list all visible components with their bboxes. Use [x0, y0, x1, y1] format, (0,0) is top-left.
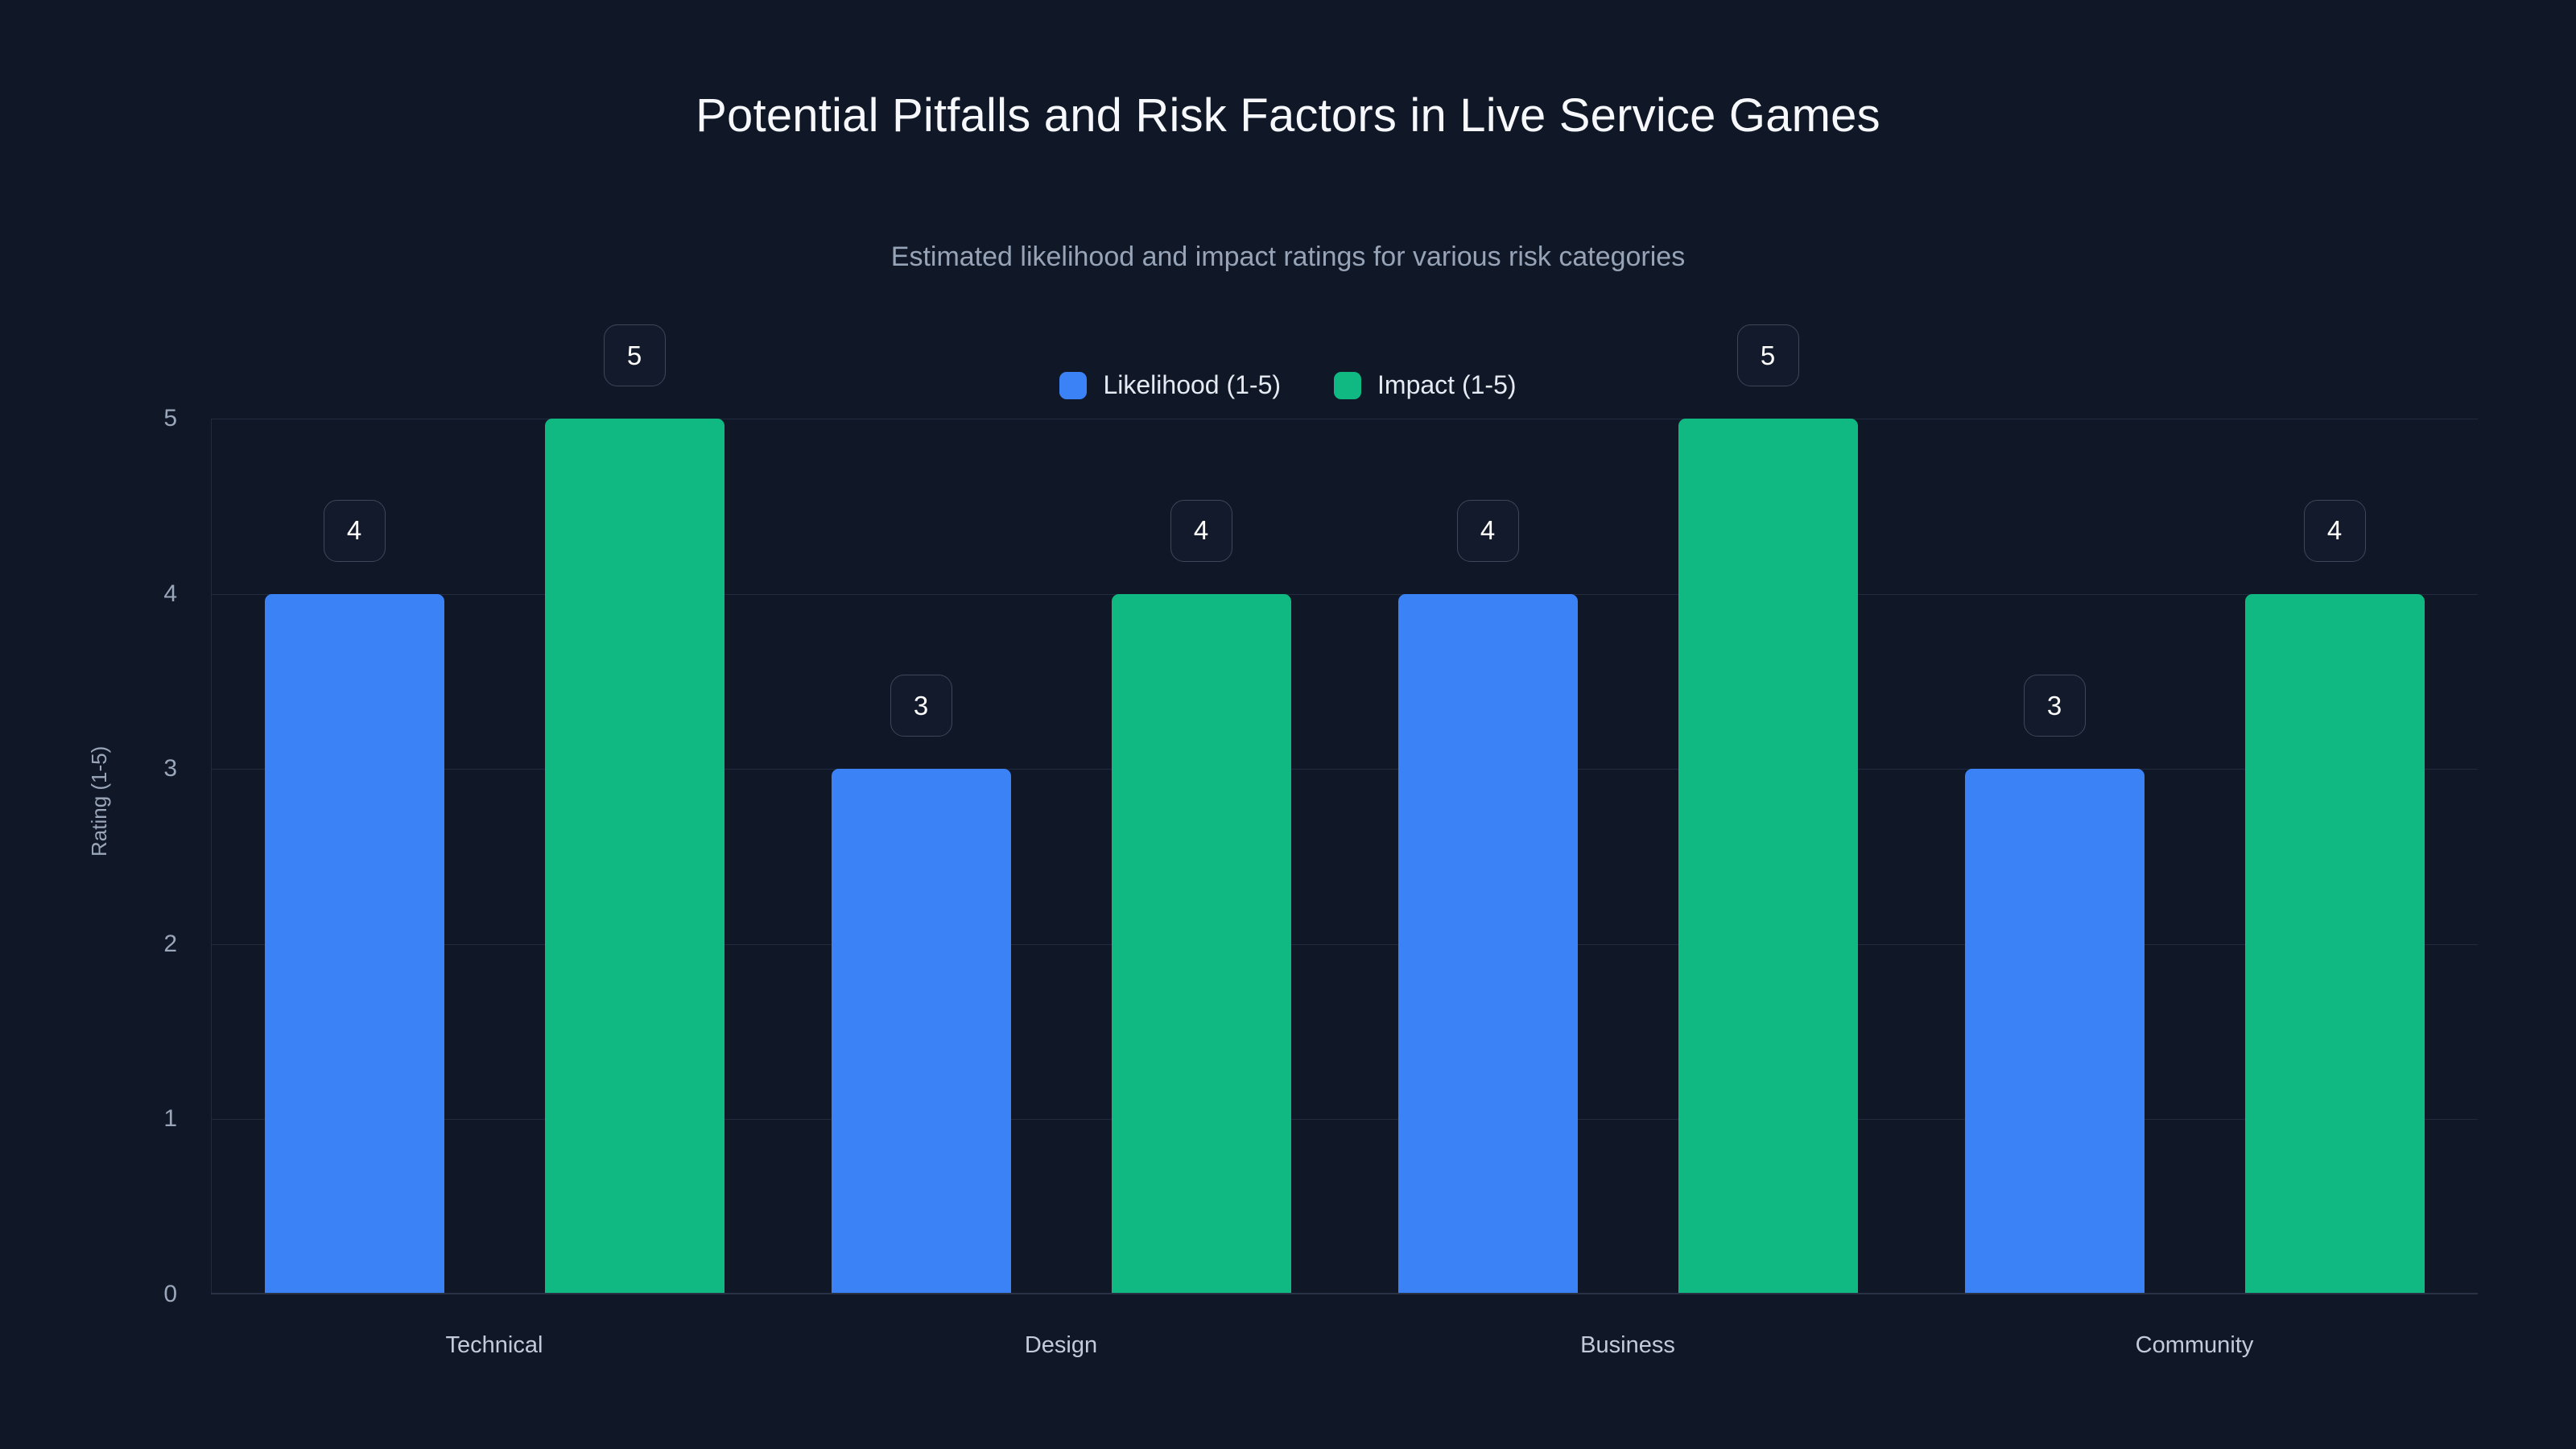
- rounded-square-swatch: [1059, 371, 1088, 399]
- gridline: [211, 593, 2478, 595]
- gridline: [211, 943, 2478, 945]
- x-axis-line: [211, 1293, 2478, 1294]
- bar-business-impact[interactable]: [1678, 419, 1858, 1294]
- y-axis-tick-label: 0: [163, 1281, 177, 1307]
- y-axis-tick-label: 4: [163, 580, 177, 607]
- data-label-design-impact: 4: [1170, 499, 1232, 562]
- data-label-technical-impact: 5: [603, 324, 666, 386]
- y-axis-tick-label: 2: [163, 930, 177, 957]
- page-title: Potential Pitfalls and Risk Factors in L…: [696, 89, 1880, 142]
- data-label-business-impact: 5: [1736, 324, 1799, 386]
- data-label-community-likelihood: 3: [2023, 675, 2086, 737]
- data-label-community-impact: 4: [2303, 499, 2366, 562]
- x-axis-tick-label-community: Community: [2135, 1332, 2254, 1358]
- y-axis-tick-label: 1: [163, 1105, 177, 1133]
- bar-business-likelihood[interactable]: [1397, 593, 1578, 1294]
- chart-subtitle: Estimated likelihood and impact ratings …: [890, 242, 1686, 272]
- x-axis-tick-label-business: Business: [1580, 1332, 1675, 1358]
- data-label-design-likelihood: 3: [890, 675, 952, 737]
- legend-item-impact[interactable]: Impact (1-5): [1334, 370, 1517, 400]
- gridline: [211, 1119, 2478, 1121]
- y-axis-tick-label: 5: [163, 405, 177, 431]
- y-axis-line: [211, 419, 212, 1294]
- plot-area: [211, 419, 2478, 1294]
- bar-technical-impact[interactable]: [544, 419, 724, 1294]
- x-axis-tick-label-technical: Technical: [445, 1332, 543, 1358]
- rounded-square-swatch: [1334, 371, 1362, 399]
- legend-item-likelihood[interactable]: Likelihood (1-5): [1059, 370, 1281, 400]
- bar-community-likelihood[interactable]: [1964, 769, 2145, 1294]
- legend-item-label: Likelihood (1-5): [1103, 370, 1282, 399]
- data-label-technical-likelihood: 4: [323, 499, 386, 562]
- x-axis-tick-label-design: Design: [1024, 1332, 1098, 1358]
- data-label-business-likelihood: 4: [1456, 499, 1519, 562]
- chart-legend: Likelihood (1-5) Impact (1-5): [0, 370, 2576, 400]
- bar-design-impact[interactable]: [1111, 593, 1291, 1294]
- gridline: [211, 769, 2478, 770]
- bar-design-likelihood[interactable]: [831, 769, 1011, 1294]
- bar-community-impact[interactable]: [2244, 593, 2425, 1294]
- legend-item-label: Impact (1-5): [1377, 370, 1517, 399]
- bar-technical-likelihood[interactable]: [264, 593, 444, 1294]
- y-axis-tick-label: 3: [163, 755, 177, 782]
